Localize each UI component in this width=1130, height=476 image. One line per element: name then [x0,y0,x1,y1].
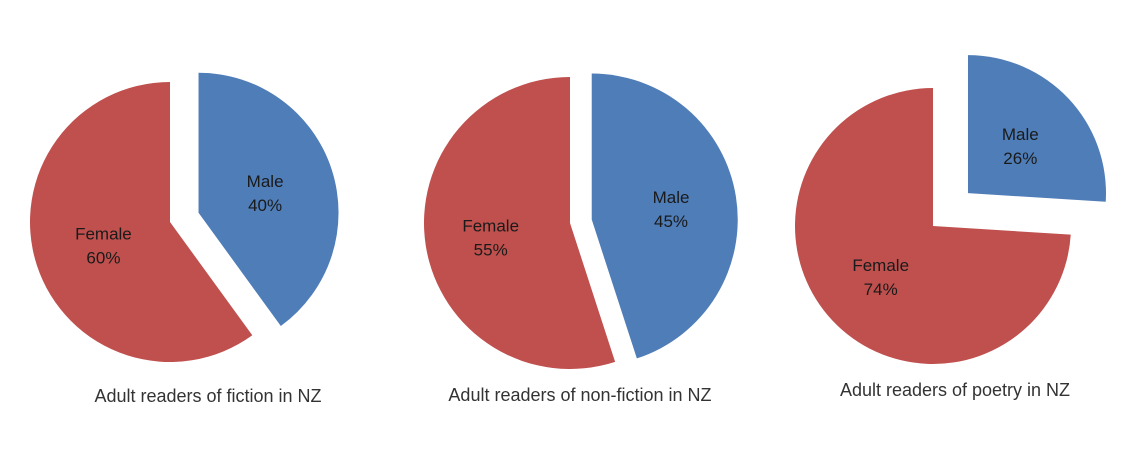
slice-name-label: Female [852,256,909,275]
slice-name-label: Female [462,217,519,236]
slice-name-label: Female [75,225,132,244]
chart-title: Adult readers of non-fiction in NZ [448,385,711,405]
chart-title: Adult readers of poetry in NZ [840,380,1070,400]
slice-value-label: 40% [248,196,282,215]
slice-value-label: 45% [654,212,688,231]
pie-slice-female [29,82,253,363]
pie-slice-female [423,77,616,369]
slice-value-label: 60% [86,249,120,268]
chart-title: Adult readers of fiction in NZ [94,386,321,406]
pie-slice-male [591,73,738,359]
slice-value-label: 74% [864,280,898,299]
pie-slice-female [795,88,1071,365]
slice-value-label: 26% [1003,149,1037,168]
pie-slice-male [198,72,339,326]
slice-value-label: 55% [474,241,508,260]
slice-name-label: Male [1002,125,1039,144]
slice-name-label: Male [653,188,690,207]
poetry-pie-chart: Male 26% Female 74% Adult readers of poetry … [795,55,1106,400]
slice-name-label: Male [247,172,284,191]
fiction-pie-chart: Male 40% Female 60% Adult readers of fiction… [29,72,339,406]
pie-slice-male [967,55,1106,202]
non-fiction-pie-chart: Male 45% Female 55% Adult readers of non-fic… [423,73,738,405]
